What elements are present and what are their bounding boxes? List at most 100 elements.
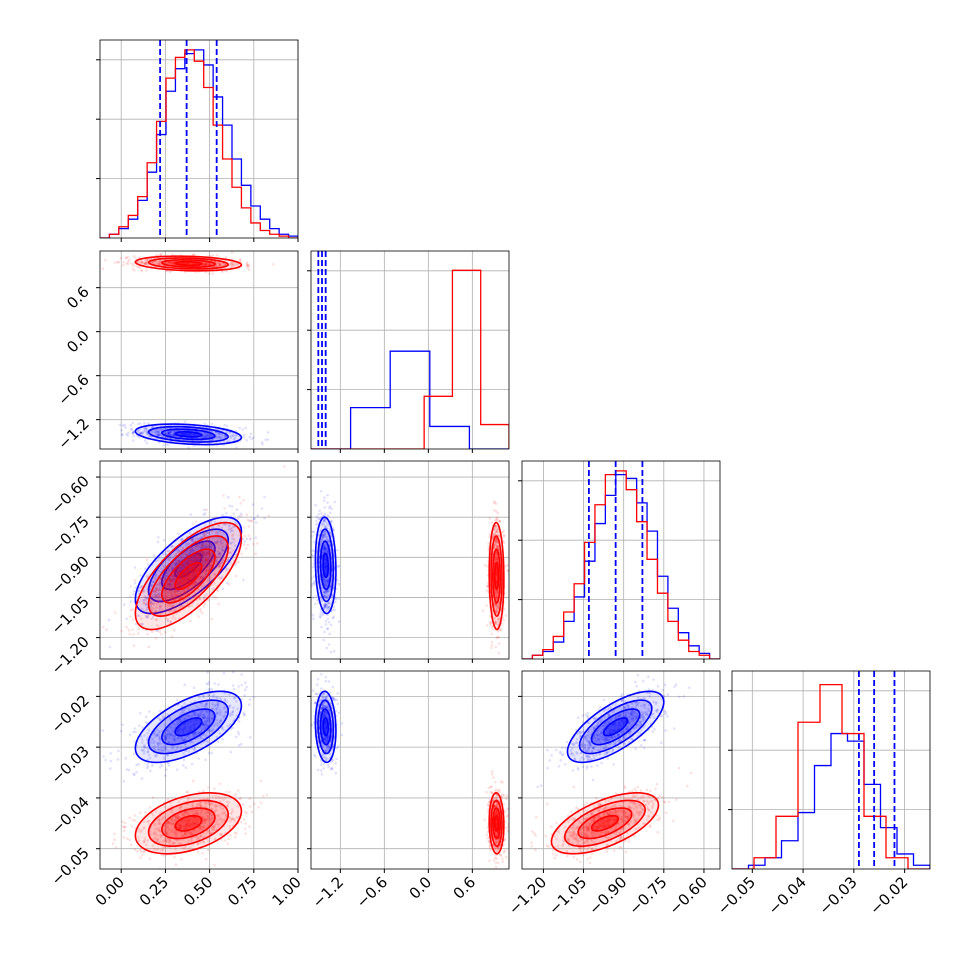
sample-point [323,605,327,608]
panel-content [311,490,509,655]
sample-point [141,607,144,611]
sample-point [190,604,194,607]
sample-point [146,732,149,735]
sample-point [327,578,330,582]
sample-point [213,566,217,569]
sample-point [158,431,162,435]
sample-point [156,433,160,437]
sample-point [323,496,326,500]
sample-point [248,698,252,701]
sample-point [210,751,214,755]
sample-point [171,262,174,266]
sample-point [498,520,502,523]
sample-point [223,692,226,695]
contour-red [147,257,229,270]
sample-point [185,583,189,586]
sample-point [264,438,268,442]
sample-point [154,590,157,594]
sample-point [321,536,324,539]
sample-point [136,260,139,264]
sample-point [205,262,208,266]
sample-point [212,595,215,598]
sample-point [151,595,155,599]
sample-point [242,499,245,502]
sample-point [132,254,136,258]
sample-point [172,577,176,581]
sample-point [174,594,178,597]
sample-point [216,696,219,700]
sample-point [218,564,221,568]
sample-point [218,552,222,556]
sample-point [171,577,174,581]
sample-point [324,561,328,564]
sample-point [159,588,162,591]
sample-point [155,260,158,264]
sample-point [169,726,173,730]
sample-point [324,564,328,567]
sample-point [177,560,181,563]
sample-point [207,559,210,563]
sample-point [129,608,133,612]
sample-point [178,728,181,731]
sample-point [179,605,183,608]
sample-point [208,710,212,714]
sample-point [184,582,188,585]
contour-red [134,255,243,272]
sample-point [158,596,161,599]
sample-point [260,440,264,444]
sample-point [122,263,125,267]
sample-point [186,562,189,565]
sample-point [139,431,143,435]
sample-point [136,614,139,617]
sample-point [173,737,176,740]
sample-point [159,433,162,437]
sample-point [195,558,199,561]
sample-point [206,545,209,548]
sample-point [487,542,490,545]
sample-point [142,262,146,266]
sample-point [187,574,190,578]
sample-point [494,608,498,612]
sample-point [142,601,146,605]
sample-point [202,435,205,439]
sample-point [158,433,162,437]
sample-point [172,595,175,598]
sample-point [207,527,210,530]
sample-point [173,434,176,438]
sample-point [183,590,187,593]
sample-point [158,259,162,263]
sample-point [155,433,159,436]
sample-point [200,575,203,579]
sample-point [149,584,153,587]
sample-point [328,531,332,534]
sample-point [494,556,497,560]
sample-point [215,563,218,566]
sample-point [170,589,174,593]
sample-point [177,559,180,562]
sample-point [198,597,201,601]
sample-point [176,569,179,573]
sample-point [234,562,237,566]
sample-point [204,531,207,534]
sample-point [146,611,149,615]
sample-point [180,538,183,541]
sample-point [322,548,325,552]
sample-point [241,428,244,432]
sample-point [211,702,214,706]
sample-point [311,554,315,558]
sample-point [126,434,130,437]
sample-point [127,768,131,772]
sample-point [182,565,186,568]
sample-point [160,608,164,611]
sample-point [186,563,189,566]
sample-point [254,552,257,556]
sample-point [324,549,328,552]
sample-point [180,555,184,558]
sample-point [141,261,145,264]
sample-point [137,762,140,766]
sample-point [494,555,498,558]
sample-point [128,733,132,737]
sample-point [140,585,143,588]
sample-point [162,435,165,439]
sample-point [323,591,326,595]
